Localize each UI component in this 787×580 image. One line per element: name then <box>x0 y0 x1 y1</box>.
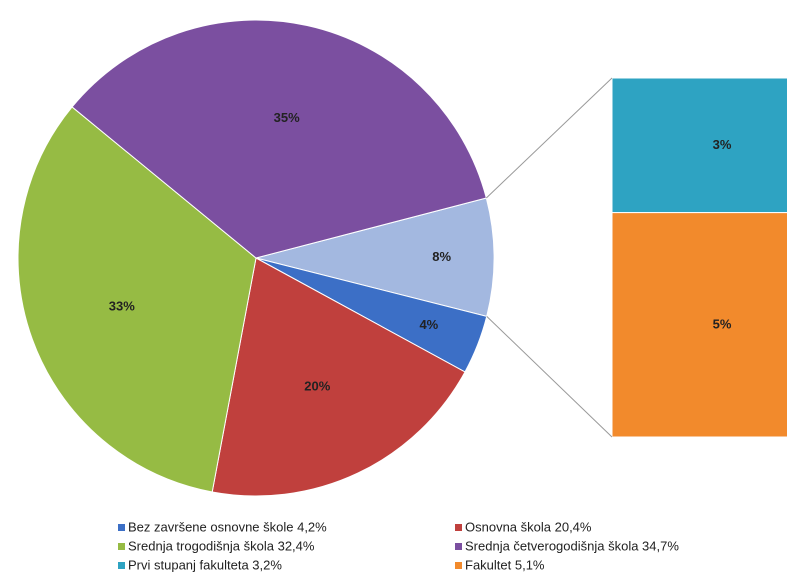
data-label: 33% <box>109 298 135 313</box>
legend-label: Srednja trogodišnja škola 32,4% <box>128 538 315 553</box>
legend-label: Fakultet 5,1% <box>465 557 545 572</box>
legend-swatch <box>118 562 125 569</box>
data-label: 20% <box>304 378 330 393</box>
bar-segment <box>611 77 787 214</box>
data-label: 4% <box>419 317 438 332</box>
pie-slice <box>211 257 466 497</box>
legend-swatch <box>455 524 462 531</box>
connector <box>486 316 613 438</box>
data-label: 5% <box>713 316 732 331</box>
bar-segment <box>611 212 787 438</box>
legend-swatch <box>455 562 462 569</box>
pie-slice <box>17 106 257 493</box>
legend-swatch <box>118 524 125 531</box>
pie-slice <box>255 197 495 317</box>
data-label: 8% <box>432 249 451 264</box>
data-label: 3% <box>713 137 732 152</box>
connector <box>485 77 613 199</box>
legend-label: Srednja četverogodišnja škola 34,7% <box>465 538 679 553</box>
data-label: 35% <box>274 110 300 125</box>
legend-label: Prvi stupanj fakulteta 3,2% <box>128 557 282 572</box>
legend-label: Osnovna škola 20,4% <box>465 519 592 534</box>
legend-swatch <box>455 543 462 550</box>
legend-swatch <box>118 543 125 550</box>
pie-slice <box>71 19 487 259</box>
legend-label: Bez završene osnovne škole 4,2% <box>128 519 327 534</box>
